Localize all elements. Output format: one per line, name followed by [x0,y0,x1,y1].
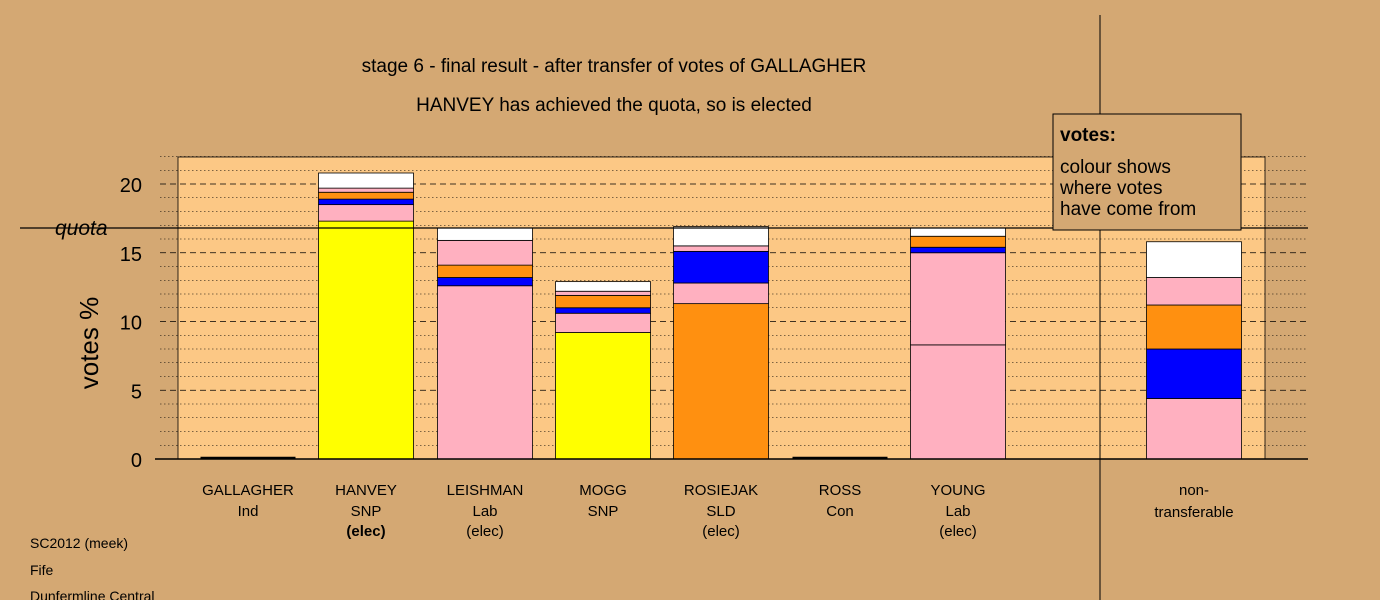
legend-line-3: have come from [1060,199,1196,220]
legend-line-2: where votes [1059,178,1162,199]
bar-segment [910,235,1006,248]
bar-segment [910,344,1006,460]
bar-segment [555,290,651,296]
candidate-status-label: (elec) [939,523,977,540]
candidate-party-label: SLD [706,503,735,520]
y-tick-label: 0 [131,450,142,472]
bar-segment [318,187,414,193]
candidate-name-label: ROSIEJAK [684,482,758,499]
candidate-party-label: Ind [238,503,259,520]
bar-segment [910,252,1006,346]
candidate-name-label: MOGG [579,482,627,499]
non-transferable-segment [1146,304,1242,350]
bar-segment [437,285,533,460]
y-tick-label: 5 [131,381,142,403]
bar-segment [673,250,769,284]
candidate-status-label: (elec) [346,523,385,540]
candidate-name-label: ROSS [819,482,862,499]
candidate-status-label: (elec) [466,523,504,540]
bar-segment [910,246,1006,254]
y-axis-title: votes % [74,297,104,390]
candidate-party-label: Lab [945,503,970,520]
bar-segment [318,191,414,200]
candidate-status-label: (elec) [702,523,740,540]
y-tick-label: 15 [120,244,142,266]
candidate-party-label: Lab [472,503,497,520]
non-transferable-segment [1146,277,1242,306]
legend-box [1052,113,1242,231]
bar-segment [555,281,651,292]
legend-line-1: colour shows [1060,157,1171,178]
bar-segment [437,239,533,266]
non-transferable-label-1: non- [1179,482,1209,499]
bars-group [200,172,1242,460]
bar-segment [318,172,414,189]
footer-council: Fife [30,562,54,578]
footer-election: SC2012 (meek) [30,535,128,551]
non-transferable-label-2: transferable [1154,504,1233,521]
y-axis: 0 5 10 15 20 [120,175,1308,472]
bar-segment [318,198,414,206]
x-axis-labels: GALLAGHER Ind HANVEY SNP (elec) LEISHMAN Lab (e… [202,482,1233,540]
legend-title: votes: [1060,125,1116,146]
bar-segment [555,312,651,333]
legend: votes: colour shows where votes have com… [1052,113,1242,231]
bar-segment [673,303,769,460]
candidate-name-label: GALLAGHER [202,482,294,499]
chart-title: stage 6 - final result - after transfer … [362,56,867,77]
y-tick-label: 20 [120,175,142,197]
non-transferable-segment [1146,241,1242,278]
chart-subtitle: HANVEY has achieved the quota, so is ele… [416,95,812,116]
candidate-party-label: SNP [351,503,382,520]
bar-segment [318,204,414,222]
candidate-name-label: YOUNG [930,482,985,499]
non-transferable-segment [1146,398,1242,460]
bar-segment [555,307,651,314]
bar-segment [673,245,769,252]
bar-segment [318,220,414,460]
candidate-party-label: Con [826,503,854,520]
bar-segment [437,264,533,278]
bar-segment [673,226,769,247]
footer-ward: Dunfermline Central [30,588,155,600]
candidate-party-label: SNP [588,503,619,520]
candidate-name-label: HANVEY [335,482,397,499]
y-tick-label: 10 [120,313,142,335]
bar-segment [437,277,533,287]
candidate-name-label: LEISHMAN [447,482,524,499]
quota-label: quota [55,217,108,240]
bar-segment [555,294,651,309]
bar-segment [673,282,769,305]
non-transferable-segment [1146,348,1242,399]
bar-segment [910,227,1006,237]
bar-segment [437,227,533,241]
bar-segment [555,332,651,460]
